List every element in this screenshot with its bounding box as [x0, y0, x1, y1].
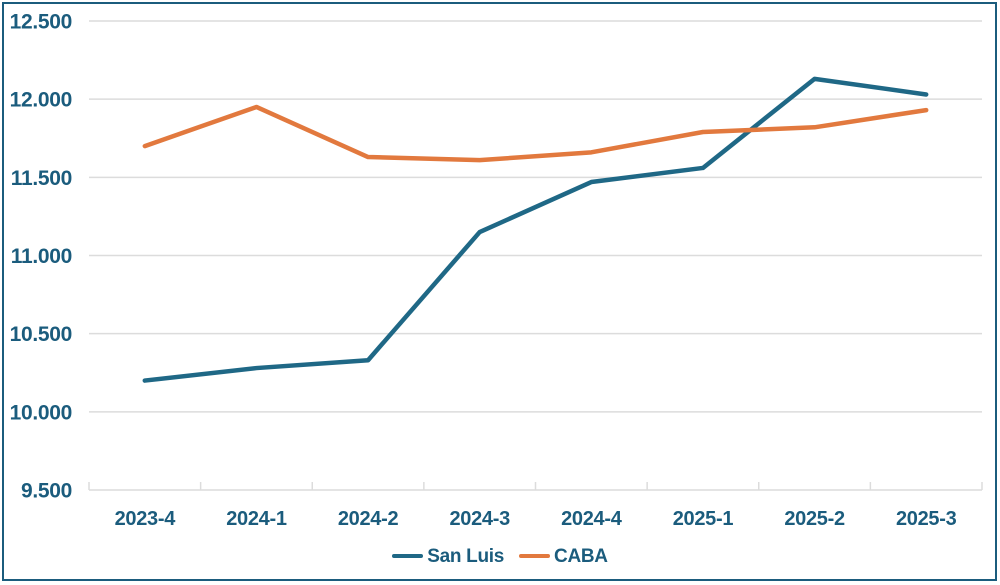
legend-line-swatch-caba [519, 553, 551, 559]
legend-line-swatch-san-luis [392, 553, 424, 559]
line-chart-plot-area: 9.500 10.000 10.500 11.000 11.500 12.000 12.50… [10, 11, 983, 530]
x-axis-tick-label: 2024-4 [561, 508, 623, 530]
legend-item-san-luis: San Luis [392, 547, 504, 566]
y-axis-tick-label: 10.000 [10, 401, 72, 424]
y-axis-tick-label: 12.000 [10, 89, 72, 112]
x-axis-tick-label: 2024-3 [449, 508, 510, 530]
series-line-caba [142, 104, 929, 163]
chart-legend: San Luis CABA [0, 542, 1000, 570]
x-axis-tick-label: 2024-2 [338, 508, 399, 530]
x-axis-tick-label: 2025-2 [784, 508, 845, 530]
x-axis-tick-label: 2025-1 [673, 508, 734, 530]
series-line-san-luis [142, 76, 929, 383]
legend-label-caba: CABA [554, 545, 608, 567]
y-axis-tick-label: 12.500 [10, 11, 72, 34]
x-axis-tick-label: 2023-4 [115, 508, 177, 530]
y-axis-tick-label: 9.500 [21, 480, 72, 503]
y-axis-tick-label: 11.500 [11, 167, 72, 190]
legend-label-san-luis: San Luis [427, 545, 505, 567]
x-axis-tick-label: 2024-1 [226, 508, 287, 530]
legend-item-caba: CABA [519, 547, 608, 566]
x-axis-tick-label: 2025-3 [896, 508, 957, 530]
y-axis-tick-label: 11.000 [11, 245, 72, 268]
y-axis-tick-label: 10.500 [10, 323, 72, 346]
